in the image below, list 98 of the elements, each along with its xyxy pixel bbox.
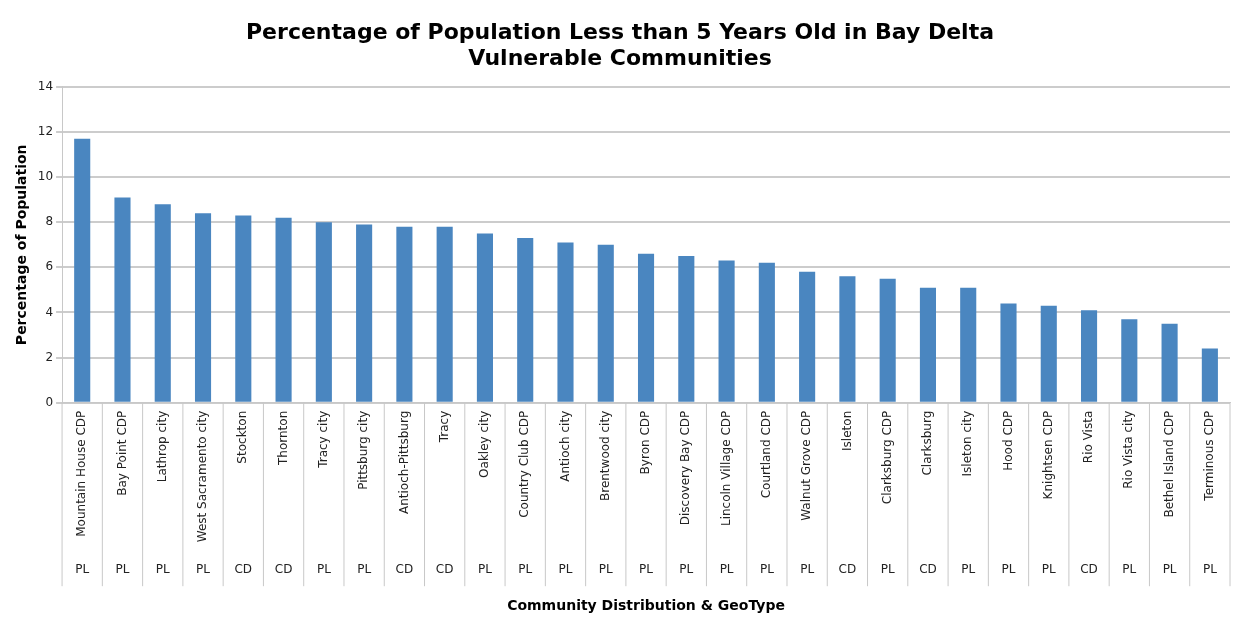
x-tick-label: Lathrop city xyxy=(154,410,169,483)
text: CD xyxy=(395,562,414,577)
bar xyxy=(1040,305,1057,402)
y-tick-label: 2 xyxy=(45,349,54,364)
bar xyxy=(1161,323,1178,402)
text: PL xyxy=(75,562,90,577)
text: PL xyxy=(196,562,211,577)
bar xyxy=(678,256,695,402)
text: PL xyxy=(1202,562,1218,577)
x-tick-label: West Sacramento city xyxy=(195,410,210,543)
bar xyxy=(154,204,171,402)
bar xyxy=(960,287,977,402)
y-tick-label: 4 xyxy=(45,304,54,319)
x-tick-label: Clarksburg xyxy=(920,410,935,476)
x-tick-label: Isleton city xyxy=(960,410,975,477)
bar xyxy=(315,222,332,402)
bar xyxy=(356,224,373,402)
bar xyxy=(275,217,292,402)
x-tick-label: Bethel Island CDP xyxy=(1161,410,1176,518)
x-tick-label: Antioch city xyxy=(557,410,572,482)
text: PL xyxy=(719,562,734,577)
bar xyxy=(436,226,453,402)
bar xyxy=(557,242,574,402)
x-tick-label: Country Club CDP xyxy=(517,410,532,518)
text: PL xyxy=(1122,562,1137,577)
x-tick-label: Lincoln Village CDP xyxy=(718,410,733,527)
x-tick-label: Discovery Bay CDP xyxy=(678,410,693,526)
text: CD xyxy=(1080,562,1098,577)
x-tick-label: Stockton xyxy=(235,410,250,464)
bar xyxy=(879,278,896,402)
text: PL xyxy=(518,562,533,577)
text: PL xyxy=(1001,562,1016,577)
x-tick-label: Oakley city xyxy=(477,410,492,478)
text: CD xyxy=(234,562,253,577)
bar xyxy=(396,226,413,402)
bar xyxy=(1080,310,1098,402)
x-tick-label: Isleton xyxy=(839,410,854,451)
text: PL xyxy=(880,562,895,577)
bar xyxy=(194,213,212,402)
text: PL xyxy=(357,562,372,577)
x-tick-label: Tracy city xyxy=(315,410,330,469)
x-tick-label: Tracy xyxy=(436,410,451,444)
x-tick-label: Rio Vista city xyxy=(1121,410,1136,489)
x-tick-label: Courtland CDP xyxy=(758,410,773,499)
bar xyxy=(235,215,252,402)
text: PL xyxy=(598,562,614,577)
x-tick-label: Walnut Grove CDP xyxy=(799,410,814,521)
x-tick-label: Antioch-Pittsburg xyxy=(396,410,411,515)
text: PL xyxy=(115,562,130,577)
text: PL xyxy=(679,562,694,577)
x-tick-label: Mountain House CDP xyxy=(74,410,89,537)
text: PL xyxy=(800,562,815,577)
bar xyxy=(597,244,614,402)
y-tick-label: 14 xyxy=(37,78,54,93)
text: PL xyxy=(558,562,573,577)
x-tick-label: Clarksburg CDP xyxy=(879,410,894,505)
bar xyxy=(919,287,936,402)
bar xyxy=(1000,303,1017,402)
x-tick-label: Thornton xyxy=(275,410,290,467)
bar xyxy=(74,138,91,402)
bar xyxy=(758,262,775,402)
text: CD xyxy=(274,562,293,577)
y-tick-label: 6 xyxy=(45,259,54,274)
x-tick-label: Rio Vista xyxy=(1081,410,1096,464)
text: CD xyxy=(838,562,857,577)
y-tick-label: 8 xyxy=(45,214,54,229)
bar xyxy=(1201,348,1218,402)
x-tick-label: Hood CDP xyxy=(1000,410,1015,471)
text: PL xyxy=(1041,562,1057,577)
text: PL xyxy=(316,562,332,577)
bar xyxy=(1121,319,1138,402)
text: PL xyxy=(639,562,654,577)
x-tick-label: Knightsen CDP xyxy=(1040,410,1055,500)
text: PL xyxy=(1162,562,1177,577)
bar xyxy=(718,260,735,402)
bar xyxy=(637,253,655,402)
text: PL xyxy=(155,562,171,577)
bar xyxy=(517,238,534,402)
x-tick-label: Bay Point CDP xyxy=(114,410,129,496)
text: CD xyxy=(919,562,937,577)
text: PL xyxy=(759,562,775,577)
bar xyxy=(476,233,493,402)
bar xyxy=(114,197,131,402)
bar xyxy=(799,271,816,402)
x-tick-label: Brentwood city xyxy=(597,410,612,502)
chart-title: Percentage of Population Less than 5 Years Old in Bay Delta Vulnerable Communities xyxy=(246,18,994,71)
y-tick-label: 10 xyxy=(37,169,54,184)
x-tick-label: Pittsburg city xyxy=(356,410,371,490)
text: PL xyxy=(961,562,976,577)
y-tick-label: 0 xyxy=(45,394,54,409)
bar xyxy=(839,276,856,402)
y-axis-title: Percentage of Population xyxy=(13,144,30,346)
x-tick-label: Terminous CDP xyxy=(1201,410,1216,502)
x-tick-label: Byron CDP xyxy=(638,410,653,475)
text: PL xyxy=(477,562,493,577)
text: CD xyxy=(435,562,454,577)
y-tick-label: 12 xyxy=(37,124,54,139)
x-axis-title: Community Distribution & GeoType xyxy=(507,597,785,614)
